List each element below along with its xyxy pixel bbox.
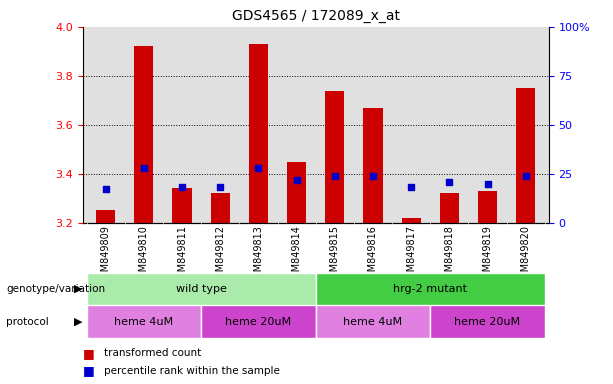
Text: hrg-2 mutant: hrg-2 mutant bbox=[394, 284, 467, 294]
Text: protocol: protocol bbox=[6, 316, 49, 327]
Text: genotype/variation: genotype/variation bbox=[6, 284, 105, 294]
Point bbox=[292, 177, 302, 183]
Text: heme 4uM: heme 4uM bbox=[114, 316, 173, 327]
Bar bbox=[430, 305, 545, 338]
Bar bbox=[201, 305, 316, 338]
Text: GSM849814: GSM849814 bbox=[292, 225, 302, 284]
Bar bbox=[86, 273, 316, 305]
Bar bbox=[316, 273, 545, 305]
Text: heme 20uM: heme 20uM bbox=[226, 316, 291, 327]
Text: GSM849818: GSM849818 bbox=[444, 225, 454, 284]
Text: GSM849811: GSM849811 bbox=[177, 225, 187, 284]
Text: GSM849817: GSM849817 bbox=[406, 225, 416, 284]
Point bbox=[482, 180, 492, 187]
Point bbox=[101, 186, 110, 192]
Text: ▶: ▶ bbox=[74, 316, 82, 327]
Bar bbox=[478, 191, 497, 223]
Bar bbox=[326, 91, 345, 223]
Bar bbox=[287, 162, 306, 223]
Text: ■: ■ bbox=[83, 347, 94, 360]
Bar bbox=[440, 194, 459, 223]
Bar bbox=[364, 108, 383, 223]
Bar bbox=[86, 305, 201, 338]
Text: heme 20uM: heme 20uM bbox=[454, 316, 520, 327]
Bar bbox=[211, 194, 230, 223]
Point bbox=[406, 184, 416, 190]
Text: ▶: ▶ bbox=[74, 284, 82, 294]
Text: GSM849819: GSM849819 bbox=[482, 225, 492, 284]
Bar bbox=[96, 210, 115, 223]
Point bbox=[139, 165, 149, 171]
Text: GSM849812: GSM849812 bbox=[215, 225, 225, 284]
Text: percentile rank within the sample: percentile rank within the sample bbox=[104, 366, 280, 376]
Point bbox=[330, 173, 340, 179]
Bar bbox=[172, 189, 192, 223]
Point bbox=[254, 165, 264, 171]
Bar bbox=[134, 46, 153, 223]
Title: GDS4565 / 172089_x_at: GDS4565 / 172089_x_at bbox=[232, 9, 400, 23]
Bar bbox=[249, 44, 268, 223]
Bar bbox=[316, 305, 430, 338]
Bar bbox=[402, 218, 421, 223]
Text: GSM849813: GSM849813 bbox=[253, 225, 264, 284]
Point bbox=[368, 173, 378, 179]
Text: GSM849809: GSM849809 bbox=[101, 225, 111, 284]
Text: wild type: wild type bbox=[176, 284, 227, 294]
Point bbox=[444, 179, 454, 185]
Text: GSM849816: GSM849816 bbox=[368, 225, 378, 284]
Point bbox=[177, 184, 187, 190]
Text: GSM849815: GSM849815 bbox=[330, 225, 340, 284]
Text: heme 4uM: heme 4uM bbox=[343, 316, 403, 327]
Text: ■: ■ bbox=[83, 364, 94, 377]
Text: GSM849820: GSM849820 bbox=[520, 225, 531, 284]
Text: transformed count: transformed count bbox=[104, 348, 202, 358]
Point bbox=[521, 173, 531, 179]
Bar bbox=[516, 88, 535, 223]
Point bbox=[215, 184, 225, 190]
Text: GSM849810: GSM849810 bbox=[139, 225, 149, 284]
